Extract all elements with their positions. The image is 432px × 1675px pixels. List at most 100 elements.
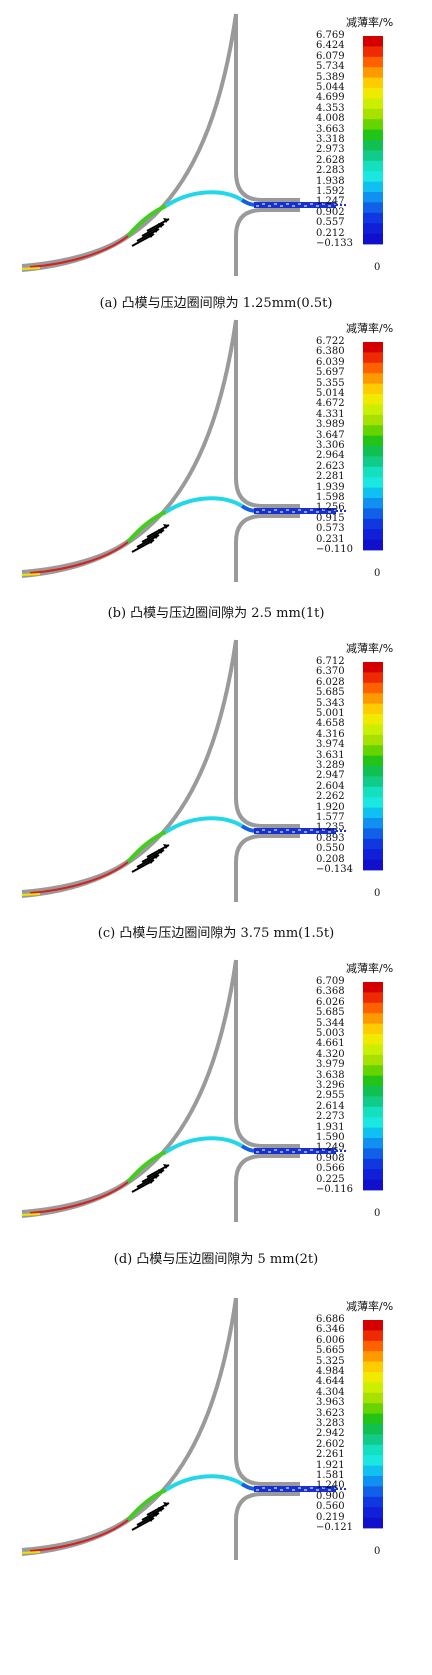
panel-c-drawing bbox=[21, 639, 383, 902]
colorbar-tick-label: 0.208 bbox=[316, 853, 345, 865]
colorbar-segment bbox=[363, 1330, 383, 1342]
colorbar-segment bbox=[363, 539, 383, 551]
colorbar-segment bbox=[363, 1106, 383, 1118]
colorbar-segment bbox=[363, 1075, 383, 1087]
sheet-green-segment bbox=[126, 204, 167, 238]
colorbar-tick-label: 3.623 bbox=[316, 1407, 345, 1419]
sheet-cyan-segment bbox=[164, 190, 244, 208]
colorbar-tick-label: 0.902 bbox=[316, 206, 345, 218]
flange-mesh-mark bbox=[298, 203, 301, 205]
colorbar-tick-label: 2.283 bbox=[316, 165, 345, 177]
flange-mesh-mark bbox=[292, 205, 295, 207]
colorbar-tick-label: 4.644 bbox=[316, 1376, 345, 1388]
colorbar-tick-label: 6.370 bbox=[316, 666, 345, 678]
panel-c-simulation bbox=[21, 639, 383, 902]
colorbar-tick-label: 2.947 bbox=[316, 770, 345, 782]
colorbar-tick-label: 1.598 bbox=[316, 492, 345, 503]
colorbar-tick-label: 0.231 bbox=[316, 533, 345, 545]
flange-mesh-mark bbox=[256, 1489, 259, 1491]
colorbar-segment bbox=[363, 1372, 383, 1383]
colorbar-tick-label: 3.638 bbox=[316, 1069, 345, 1081]
colorbar-segment bbox=[363, 786, 383, 798]
colorbar-segment bbox=[363, 88, 383, 99]
colorbar-segment bbox=[363, 1044, 383, 1056]
colorbar-tick-label: 5.044 bbox=[316, 82, 345, 93]
colorbar-segment bbox=[363, 46, 383, 58]
colorbar-segment bbox=[363, 838, 383, 850]
blank-holder-profile bbox=[234, 208, 300, 276]
colorbar-tick-label: −0.133 bbox=[316, 238, 354, 249]
punch-profile bbox=[234, 960, 300, 1148]
colorbar-tick-label: 6.712 bbox=[316, 656, 345, 667]
colorbar-segment bbox=[363, 1169, 383, 1180]
colorbar-tick-label: 6.346 bbox=[316, 1324, 345, 1336]
flange-mesh-mark bbox=[262, 509, 265, 511]
die-profile bbox=[21, 319, 238, 578]
colorbar-segment bbox=[363, 192, 383, 203]
colorbar-segment bbox=[363, 1034, 383, 1045]
colorbar-segment bbox=[363, 425, 383, 436]
colorbar-tick-label: 2.964 bbox=[316, 450, 345, 462]
sheet-thinning-red bbox=[29, 1181, 129, 1214]
sheet-cyan-segment bbox=[164, 816, 244, 834]
colorbar-tick-label: 2.623 bbox=[316, 460, 345, 472]
colorbar-tick-label: 3.979 bbox=[316, 1059, 345, 1071]
flange-mesh-mark bbox=[280, 205, 283, 207]
colorbar-segment bbox=[363, 36, 383, 47]
colorbar-tick-label: 6.769 bbox=[316, 30, 345, 41]
sheet-cyan-segment bbox=[164, 1474, 244, 1492]
colorbar-segment bbox=[363, 703, 383, 715]
colorbar-segment bbox=[363, 56, 383, 68]
colorbar-tick-label: 5.355 bbox=[316, 377, 345, 389]
colorbar-segment bbox=[363, 477, 383, 488]
sheet-thinning-red bbox=[29, 541, 129, 574]
panel-d-drawing bbox=[21, 959, 383, 1222]
colorbar-tick-label: 5.344 bbox=[316, 1017, 345, 1029]
flange-mesh-mark bbox=[334, 1487, 337, 1489]
colorbar-segment bbox=[363, 662, 383, 673]
colorbar-segment bbox=[363, 992, 383, 1004]
flange-mesh-mark bbox=[298, 829, 301, 831]
colorbar-segment bbox=[363, 1455, 383, 1466]
colorbar-segment bbox=[363, 734, 383, 746]
panel-e-simulation bbox=[21, 1297, 383, 1560]
colorbar-segment bbox=[363, 98, 383, 110]
colorbar-segment bbox=[363, 119, 383, 130]
flange-mesh-mark bbox=[268, 511, 271, 513]
sheet-green-segment bbox=[126, 1150, 167, 1184]
colorbar-segment bbox=[363, 202, 383, 214]
colorbar-segment bbox=[363, 1086, 383, 1097]
flange-mesh-mark bbox=[268, 1489, 271, 1491]
blank-holder-profile bbox=[234, 1492, 300, 1560]
panel-c-zero-label: 0 bbox=[374, 888, 381, 899]
colorbar-tick-label: 2.942 bbox=[316, 1428, 345, 1440]
colorbar-segment bbox=[363, 129, 383, 141]
colorbar-tick-label: 6.006 bbox=[316, 1334, 345, 1346]
sheet-lower bbox=[21, 230, 134, 268]
colorbar-segment bbox=[363, 1486, 383, 1498]
colorbar-segment bbox=[363, 160, 383, 172]
panel-c-legend-title: 减薄率/% bbox=[346, 642, 394, 655]
colorbar-segment bbox=[363, 1340, 383, 1352]
colorbar-segment bbox=[363, 181, 383, 193]
colorbar-segment bbox=[363, 755, 383, 767]
colorbar-segment bbox=[363, 1444, 383, 1456]
colorbar-tick-label: 5.697 bbox=[316, 367, 345, 379]
panel-d-caption: (d) 凸模与压边圈间隙为 5 mm(2t) bbox=[113, 1252, 319, 1267]
punch-profile bbox=[234, 1298, 300, 1486]
colorbar-tick-label: 4.672 bbox=[316, 398, 345, 410]
colorbar-tick-label: 2.281 bbox=[316, 471, 345, 483]
panel-d-zero-label: 0 bbox=[374, 1208, 381, 1219]
colorbar-tick-label: 3.647 bbox=[316, 429, 345, 441]
flange-mesh-mark bbox=[322, 829, 325, 831]
sheet-thinning-yellow bbox=[21, 573, 41, 576]
colorbar-tick-label: 4.661 bbox=[316, 1038, 345, 1050]
flange-mesh-mark bbox=[268, 205, 271, 207]
stress-arrow-head bbox=[163, 844, 169, 849]
flange-mesh-mark bbox=[286, 509, 289, 511]
flange-mesh-mark bbox=[274, 1149, 277, 1151]
colorbar-segment bbox=[363, 140, 383, 151]
colorbar-tick-label: 3.974 bbox=[316, 739, 345, 751]
flange-mesh-mark bbox=[310, 1487, 313, 1489]
flange-mesh-mark bbox=[328, 1489, 331, 1491]
